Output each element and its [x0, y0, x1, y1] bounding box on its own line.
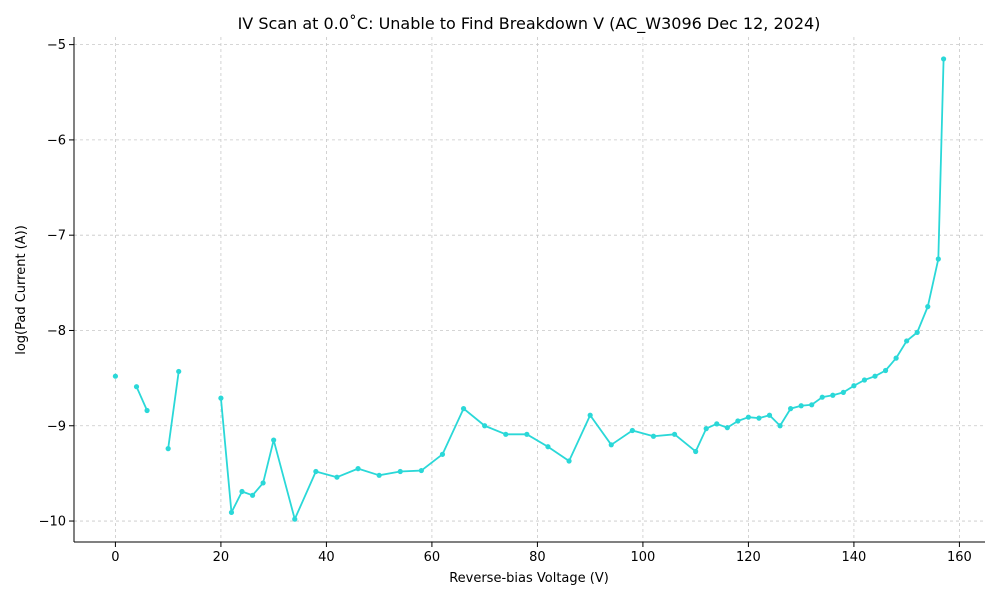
data-point: [228, 509, 235, 516]
y-tick-label: −5: [47, 38, 66, 53]
data-point: [503, 431, 509, 437]
data-point: [218, 395, 224, 401]
x-tick-label: 40: [318, 550, 335, 565]
data-point: [882, 367, 889, 374]
data-point: [861, 377, 868, 383]
data-point: [292, 516, 298, 522]
data-point: [940, 56, 947, 62]
data-point: [112, 373, 119, 379]
data-point: [545, 444, 551, 450]
grid: [74, 37, 985, 542]
x-tick-label: 100: [630, 550, 655, 565]
ticks: 0 20 40 60 80 100 120 140 160 −10 −9 −8 −7 −6 −5: [39, 38, 972, 565]
data-point: [735, 418, 741, 424]
data-point: [165, 446, 171, 452]
y-tick-label: −6: [47, 133, 66, 148]
data-point: [334, 474, 340, 480]
data-point: [439, 451, 446, 457]
data-point: [650, 433, 657, 439]
series-line: [220, 58, 945, 521]
data-point: [693, 448, 699, 455]
data-point: [176, 368, 182, 375]
data-point: [904, 338, 910, 344]
data-point: [745, 414, 752, 420]
data-point: [671, 431, 678, 437]
x-tick-label: 60: [424, 550, 441, 565]
y-tick-label: −9: [47, 419, 66, 434]
y-axis-label: log(Pad Current (A)): [14, 225, 29, 355]
data-point: [566, 458, 572, 464]
data-point: [260, 480, 266, 486]
y-tick-label: −7: [47, 229, 66, 244]
x-tick-label: 140: [842, 550, 867, 565]
data-point: [819, 394, 825, 400]
data-point: [809, 402, 815, 408]
data-point: [460, 406, 467, 412]
y-tick-label: −10: [39, 515, 66, 530]
data-point: [714, 421, 720, 427]
data-point: [482, 423, 488, 429]
x-tick-label: 20: [213, 550, 230, 565]
data-point: [249, 492, 256, 498]
data-point: [935, 256, 941, 262]
data-point: [271, 437, 277, 443]
data-point: [587, 412, 593, 418]
data-point: [756, 415, 762, 421]
data-point: [788, 406, 794, 412]
x-tick-label: 160: [947, 550, 972, 565]
data-point: [703, 426, 709, 432]
data-point: [925, 304, 931, 310]
x-tick-label: 80: [529, 550, 546, 565]
y-tick-label: −8: [47, 324, 66, 339]
data-point: [766, 412, 773, 418]
data-point: [840, 389, 846, 396]
data-point: [914, 329, 920, 335]
data-point: [777, 423, 783, 429]
data-point: [893, 355, 899, 361]
x-axis-label: Reverse-bias Voltage (V): [449, 571, 609, 586]
data-point: [376, 472, 382, 478]
data-point: [133, 384, 140, 390]
data-point: [355, 466, 361, 472]
data-point: [418, 467, 424, 474]
x-tick-label: 120: [736, 550, 761, 565]
series-line: [135, 386, 148, 411]
data-point: [144, 407, 150, 414]
data-point: [524, 431, 530, 437]
series-line: [167, 371, 180, 449]
data-point: [629, 427, 635, 434]
data-point: [851, 383, 857, 389]
data-point: [397, 468, 403, 475]
x-tick-label: 0: [111, 550, 119, 565]
data-point: [313, 468, 319, 475]
axes: [73, 37, 985, 543]
data-point: [608, 442, 614, 448]
data-point: [872, 373, 878, 379]
series-iv-scan: [112, 56, 947, 522]
chart-title: IV Scan at 0.0˚C: Unable to Find Breakdo…: [238, 14, 821, 34]
data-point: [239, 488, 245, 495]
data-point: [830, 392, 836, 398]
data-point: [724, 425, 730, 431]
data-point: [798, 403, 804, 409]
